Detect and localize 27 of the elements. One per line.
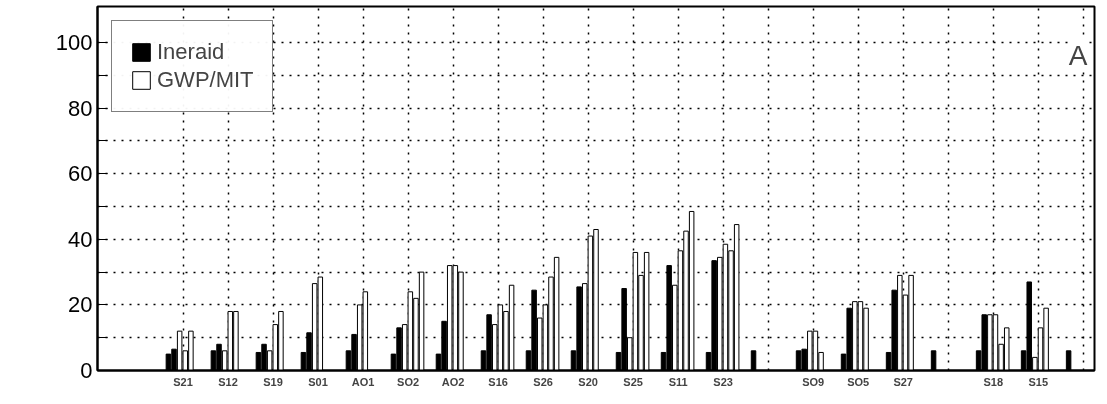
x-tick-label: S15 [1028,375,1049,388]
x-tick-label: AO1 [351,375,375,388]
y-tick-label: 100 [55,30,93,56]
x-tick-label: S20 [578,375,598,388]
y-tick-label: 80 [68,95,93,121]
x-tick-label: S27 [893,375,913,388]
annotation: A [1068,39,1088,71]
x-tick-label: SO5 [847,375,870,388]
x-tick-label: S23 [713,375,733,388]
x-tick-label: S11 [668,375,688,388]
y-tick-label: 40 [68,226,93,252]
y-tick-label: 20 [68,292,93,318]
x-tick-label: S18 [983,375,1004,388]
y-tick-label: 60 [68,161,93,187]
x-tick-label: S26 [533,375,553,388]
x-tick-label: S01 [308,375,328,388]
x-tick-label: S16 [488,375,508,388]
x-tick-label: S21 [173,375,193,388]
x-tick-label: S12 [218,375,238,388]
x-tick-label: S25 [623,375,643,388]
x-tick-label: S19 [263,375,283,388]
y-tick-label: 0 [80,358,93,383]
legend-label: GWP/MIT [157,67,254,93]
x-tick-label: SO9 [802,375,825,388]
legend-label: Ineraid [157,39,225,65]
x-tick-label: SO2 [397,375,420,388]
x-tick-label: AO2 [441,375,465,388]
